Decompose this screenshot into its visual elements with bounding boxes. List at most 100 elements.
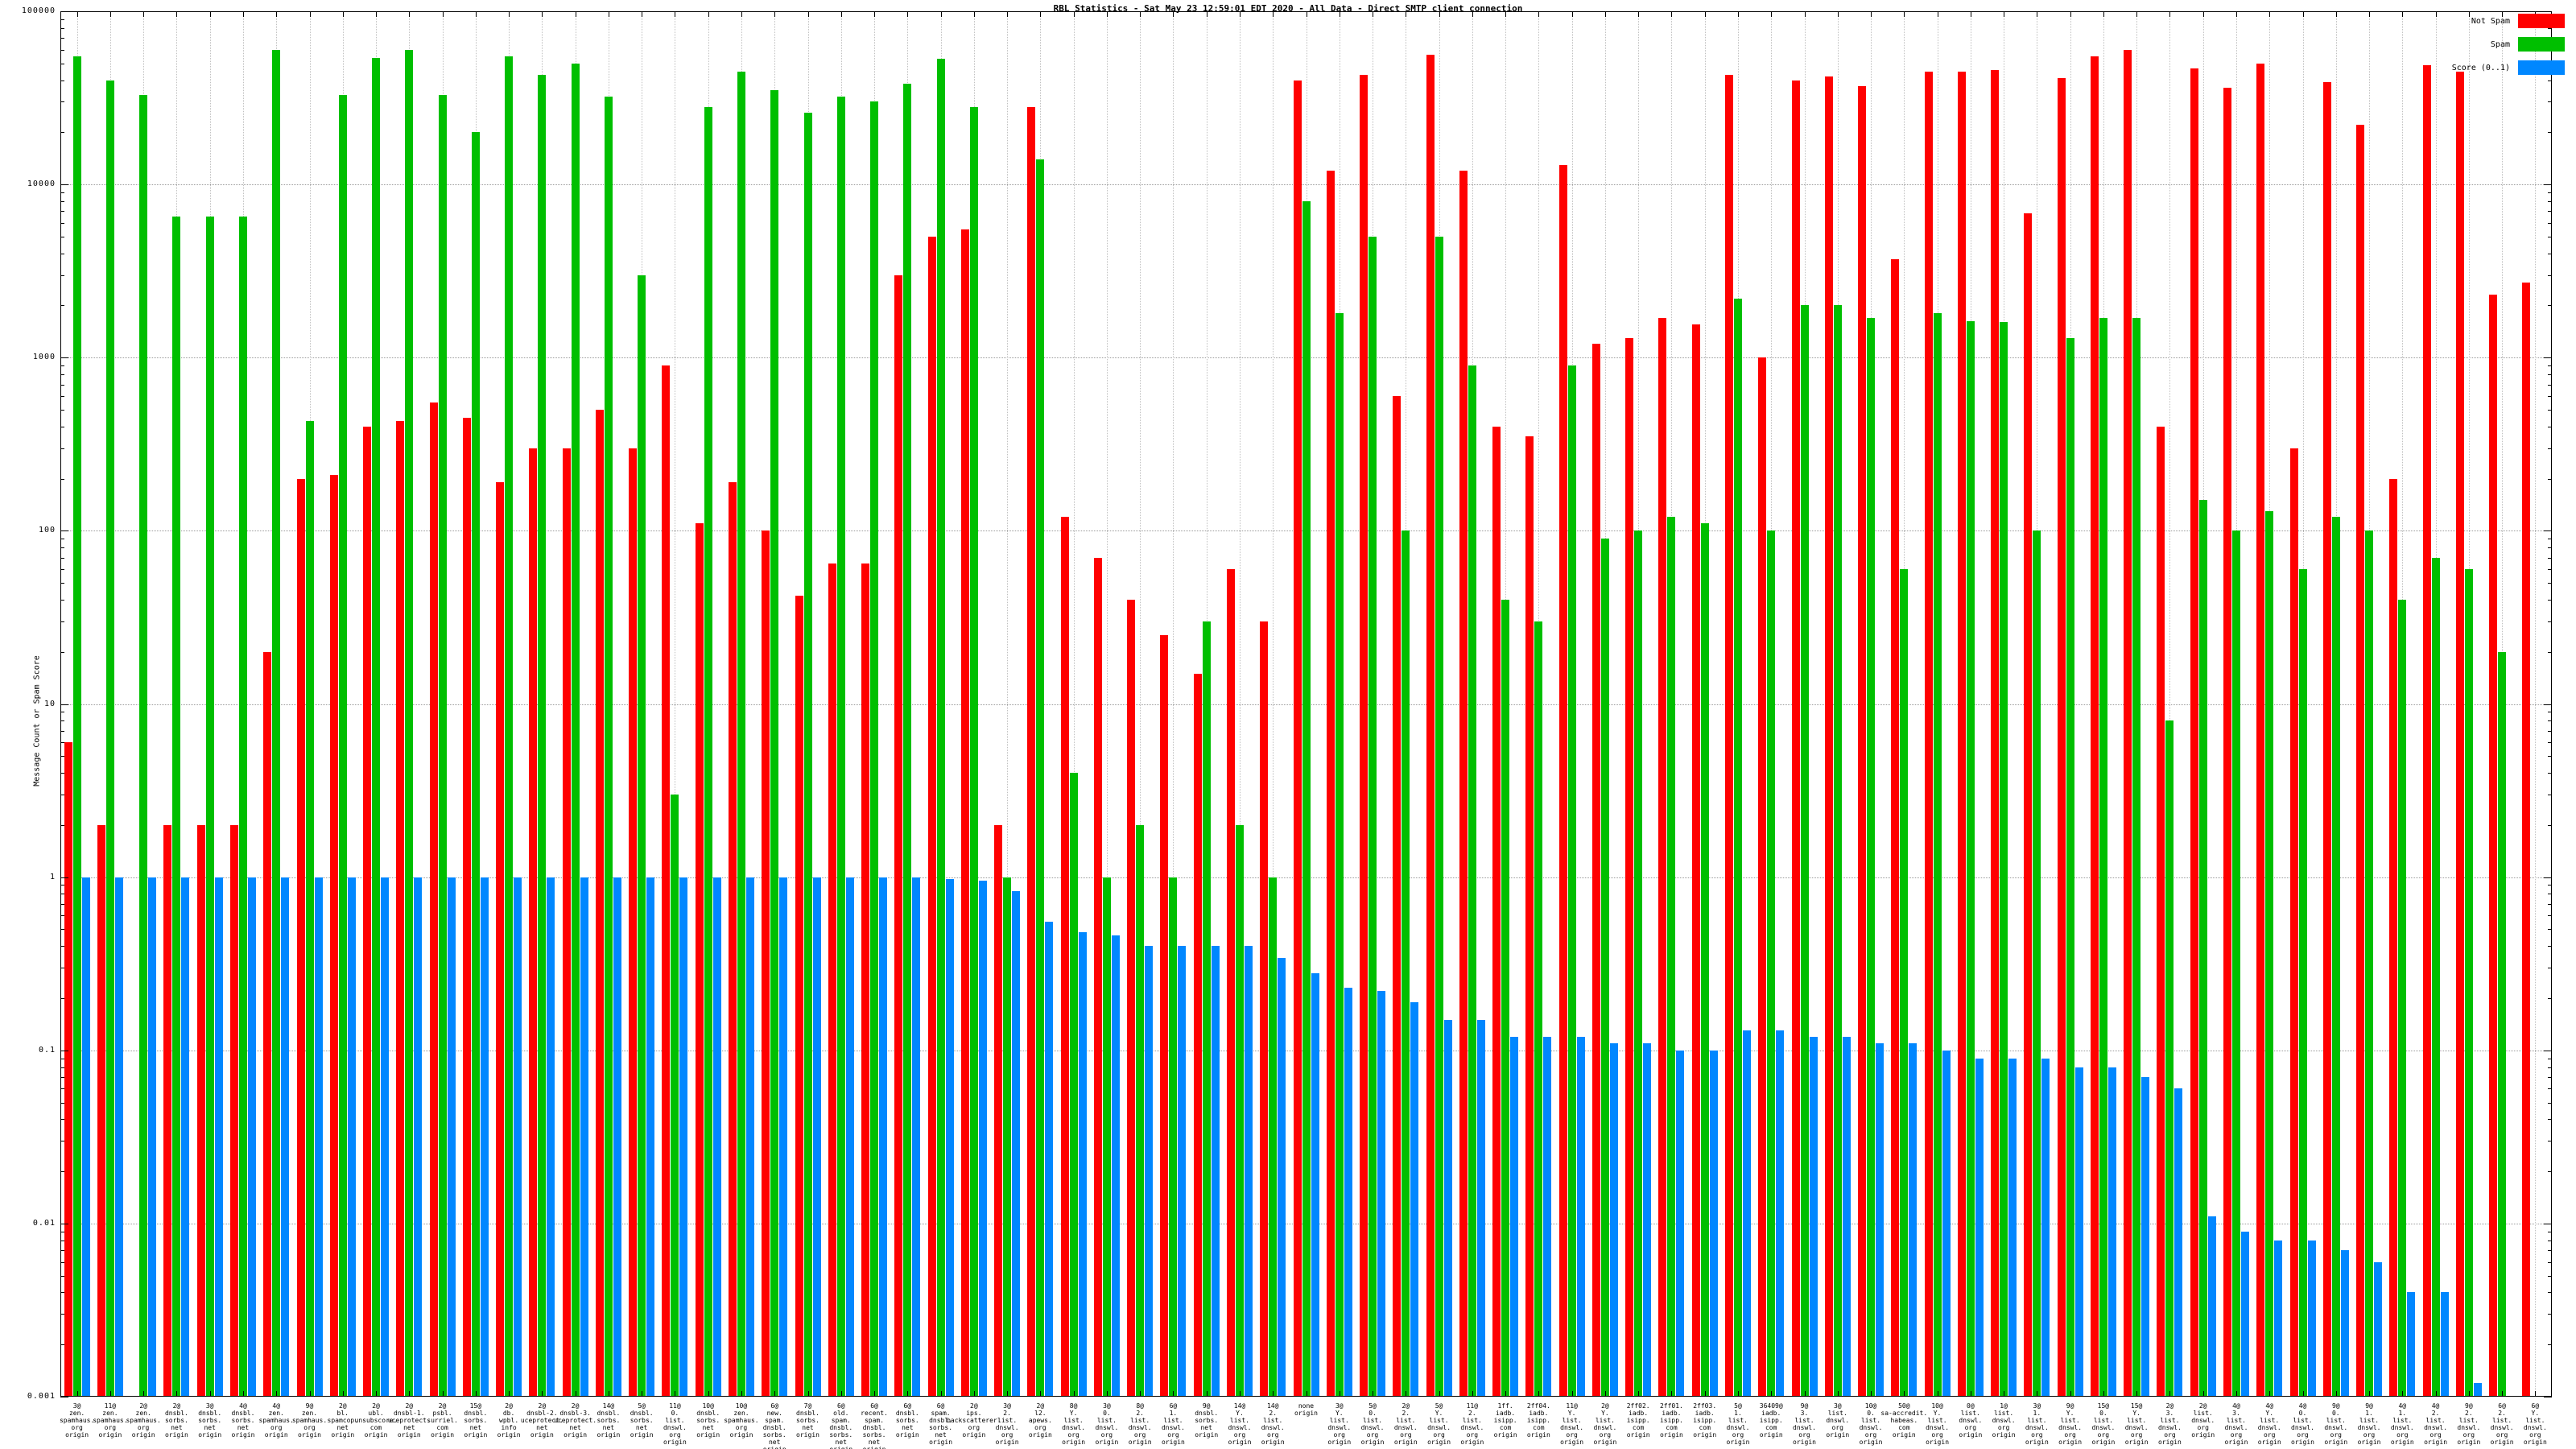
y-tick-label: 1000 [32,353,56,362]
legend-label-score: Score (0..1) [2451,63,2510,72]
bar-score [879,877,888,1396]
x-tick-top [2269,11,2271,17]
bar-score [214,877,223,1396]
bar-not-spam [1525,436,1534,1396]
x-tick-top [1704,11,1706,17]
bar-score [978,881,987,1396]
x-tick-label: 4@ 2. list. dnswl. org origin [2424,1402,2448,1446]
x-tick-bottom [342,1391,344,1397]
x-tick-top [2369,11,2371,17]
y-minor-tick-right [2548,742,2552,744]
y-minor-tick-right [2548,1344,2552,1346]
bar-spam [1966,320,1975,1396]
y-major-tick-left [60,704,68,705]
x-tick-top [2502,11,2504,17]
bar-spam [1468,365,1476,1396]
y-minor-tick-left [60,101,64,103]
bar-spam [1235,824,1244,1396]
bar-not-spam [64,742,72,1396]
bar-not-spam [2289,448,2298,1396]
x-tick-label: 6@ recent. spam. dnsbl. sorbs. net origi… [861,1402,888,1449]
x-tick-label: 7@ dnsbl. sorbs. net origin [796,1402,819,1439]
x-tick-top [1273,11,1274,17]
bar-spam [2498,651,2507,1396]
y-tick-label: 0.01 [32,1218,56,1228]
y-minor-tick-right [2548,773,2552,774]
x-tick-label: 14@ dnsbl. sorbs. net origin [597,1402,621,1439]
y-minor-tick-right [2548,885,2552,886]
x-tick-label: 14@ 2. list. dnswl. org origin [1261,1402,1285,1446]
bar-not-spam [1326,171,1335,1396]
y-major-tick-left [60,357,68,359]
bar-spam [1634,530,1643,1396]
bar-score [912,877,921,1396]
x-tick-bottom [2103,1391,2104,1397]
bar-score [547,877,555,1396]
bar-not-spam [1558,164,1567,1396]
x-tick-bottom [774,1391,776,1397]
bar-spam [2265,510,2274,1396]
bar-not-spam [1193,673,1202,1396]
bar-not-spam [2057,78,2066,1396]
y-minor-tick-left [60,192,64,193]
y-minor-tick-left [60,38,64,39]
y-minor-tick-right [2548,929,2552,931]
bar-spam [803,112,812,1396]
x-tick-top [1604,11,1606,17]
x-tick-top [176,11,178,17]
x-tick-top [475,11,477,17]
bar-not-spam [1824,76,1833,1396]
y-minor-tick-right [2548,756,2552,758]
legend-swatch-not-spam [2518,14,2565,28]
bar-score [2407,1292,2416,1396]
bar-score [1278,958,1286,1396]
bar-not-spam [994,824,1003,1396]
bar-score [2074,1067,2083,1396]
y-minor-tick-left [60,773,64,774]
bar-not-spam [363,426,372,1396]
y-minor-tick-left [60,599,64,601]
bar-score [712,877,721,1396]
x-tick-top [1671,11,1673,17]
x-tick-bottom [1538,1391,1540,1397]
bar-spam [2331,517,2340,1396]
bar-spam [1833,305,1842,1396]
x-tick-bottom [1571,1391,1573,1397]
x-tick-top [1737,11,1739,17]
x-tick-label: 9@ zen. spamhaus. org origin [291,1402,328,1439]
bar-not-spam [1991,69,2000,1396]
x-tick-bottom [242,1391,244,1397]
x-tick-label: 2@ dnsbl-2. uceprotect. net origin [520,1402,564,1439]
x-tick-top [840,11,842,17]
y-minor-tick-right [2548,132,2552,134]
x-gridline [1106,11,1108,1397]
x-tick-top [1173,11,1174,17]
y-minor-tick-left [60,211,64,213]
x-tick-label: 2ff02. iadb. isipp. com origin [1626,1402,1650,1439]
y-minor-tick-right [2548,903,2552,905]
bar-not-spam [2522,283,2531,1396]
y-minor-tick-right [2548,80,2552,81]
x-tick-top [1871,11,1872,17]
bar-not-spam [1658,317,1667,1396]
y-minor-tick-left [60,222,64,224]
y-minor-tick-left [60,1314,64,1315]
bar-score [480,877,489,1396]
y-minor-tick-right [2548,1077,2552,1079]
x-tick-label: 2@ dnsbl-3. uceprotect. net origin [554,1402,597,1439]
y-minor-tick-left [60,478,64,480]
y-minor-tick-right [2548,1275,2552,1277]
x-tick-label: 0@ list. dnswl. org origin [1959,1402,1983,1439]
bar-score [1111,935,1120,1396]
y-minor-tick-left [60,730,64,732]
bar-score [845,877,854,1396]
x-tick-label: 11@ 2. list. dnswl. org origin [1460,1402,1484,1446]
y-minor-tick-right [2548,720,2552,722]
x-tick-bottom [1837,1391,1839,1397]
y-minor-tick-left [60,824,64,826]
bar-not-spam [1924,71,1933,1396]
y-minor-tick-left [60,1261,64,1263]
bar-not-spam [1691,324,1700,1396]
bar-spam [2165,720,2174,1396]
bar-score [2240,1231,2249,1396]
